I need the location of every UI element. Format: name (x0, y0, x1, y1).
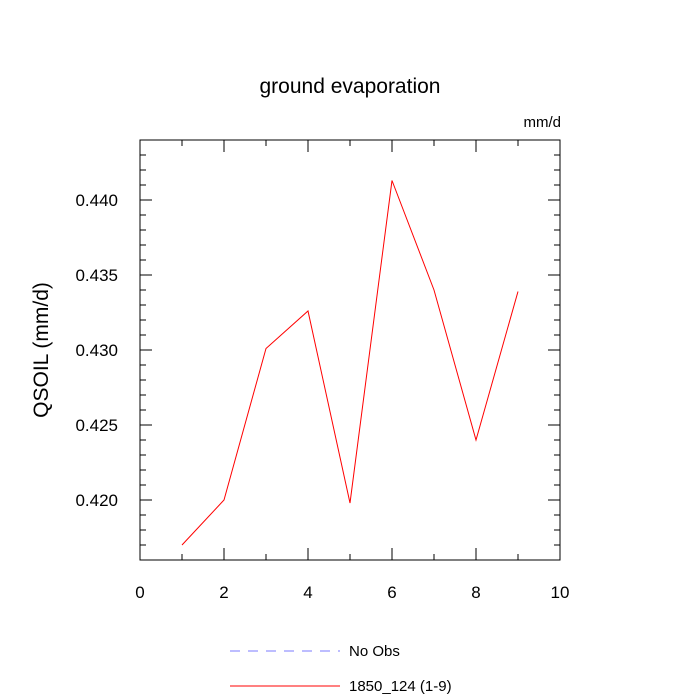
data-series (181, 180, 519, 546)
x-tick-label: 10 (551, 583, 570, 602)
x-tick-label: 8 (471, 583, 480, 602)
legend: No Obs 1850_124 (1-9) (230, 643, 452, 695)
y-axis-label: QSOIL (mm/d) (30, 282, 53, 418)
x-tick-label: 0 (135, 583, 144, 602)
x-tick-label: 4 (303, 583, 312, 602)
axis-tick-labels: 0 2 4 6 8 10 0.420 0.425 0.430 0.435 0.440 (75, 191, 569, 602)
x-tick-label: 2 (219, 583, 228, 602)
units-label: mm/d (524, 114, 562, 131)
y-tick-label: 0.430 (75, 341, 118, 360)
plot-frame (139, 139, 561, 561)
series-line (181, 180, 519, 546)
y-tick-label: 0.440 (75, 191, 118, 210)
x-tick-label: 6 (387, 583, 396, 602)
legend-label: No Obs (349, 643, 400, 660)
y-tick-label: 0.425 (75, 416, 118, 435)
legend-label: 1850_124 (1-9) (349, 678, 452, 695)
y-tick-label: 0.435 (75, 266, 118, 285)
axis-ticks (139, 140, 561, 560)
chart-title: ground evaporation (260, 75, 441, 98)
y-tick-label: 0.420 (75, 491, 118, 510)
